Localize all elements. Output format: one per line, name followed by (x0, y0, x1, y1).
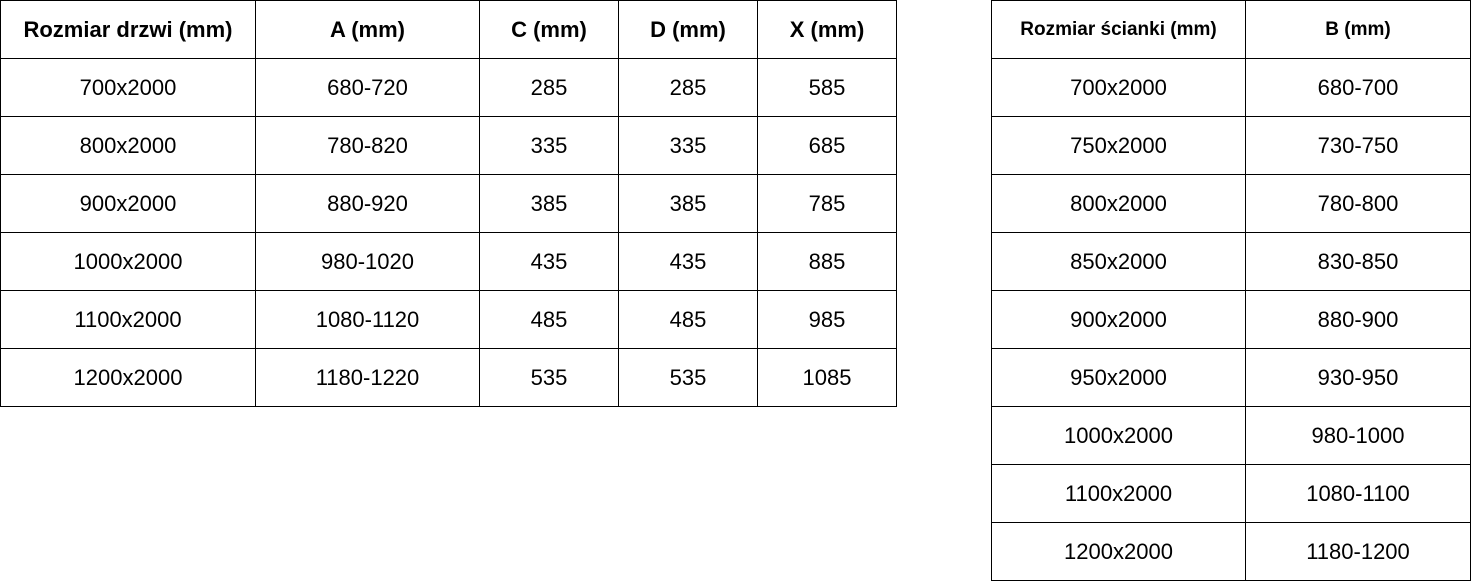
table-row: 1100x2000 1080-1100 (991, 464, 1471, 523)
table-cell: 800x2000 (991, 174, 1246, 233)
table-cell: 1085 (757, 348, 897, 407)
table-row: 850x2000 830-850 (991, 232, 1471, 291)
table-cell: 585 (757, 58, 897, 117)
table-cell: 1200x2000 (0, 348, 256, 407)
table-row: 1200x2000 1180-1200 (991, 522, 1471, 581)
column-header: X (mm) (757, 0, 897, 59)
table-row: 950x2000 930-950 (991, 348, 1471, 407)
table-cell: 1100x2000 (991, 464, 1246, 523)
table-cell: 680-720 (255, 58, 480, 117)
table-cell: 385 (618, 174, 758, 233)
table-cell: 1080-1100 (1245, 464, 1471, 523)
table-cell: 1180-1200 (1245, 522, 1471, 581)
column-header: Rozmiar drzwi (mm) (0, 0, 256, 59)
table-cell: 435 (618, 232, 758, 291)
table-cell: 535 (618, 348, 758, 407)
table-row: 900x2000 880-900 (991, 290, 1471, 349)
table-cell: 980-1020 (255, 232, 480, 291)
table-cell: 535 (479, 348, 619, 407)
table-cell: 780-800 (1245, 174, 1471, 233)
table-cell: 930-950 (1245, 348, 1471, 407)
table-cell: 950x2000 (991, 348, 1246, 407)
table-row: 900x2000 880-920 385 385 785 (0, 174, 897, 233)
table-cell: 780-820 (255, 116, 480, 175)
table-cell: 900x2000 (0, 174, 256, 233)
table-cell: 1000x2000 (0, 232, 256, 291)
table-cell: 1100x2000 (0, 290, 256, 349)
table-cell: 685 (757, 116, 897, 175)
table-row: 750x2000 730-750 (991, 116, 1471, 175)
table-cell: 980-1000 (1245, 406, 1471, 465)
table-cell: 285 (618, 58, 758, 117)
table-cell: 1080-1120 (255, 290, 480, 349)
table-cell: 385 (479, 174, 619, 233)
column-header: D (mm) (618, 0, 758, 59)
header-row: Rozmiar ścianki (mm) B (mm) (991, 0, 1471, 59)
table-cell: 800x2000 (0, 116, 256, 175)
table-row: 1200x2000 1180-1220 535 535 1085 (0, 348, 897, 407)
table-cell: 335 (479, 116, 619, 175)
table-cell: 485 (479, 290, 619, 349)
table-row: 1000x2000 980-1000 (991, 406, 1471, 465)
table-cell: 1000x2000 (991, 406, 1246, 465)
table-cell: 700x2000 (0, 58, 256, 117)
door-dimensions-table: Rozmiar drzwi (mm) A (mm) C (mm) D (mm) X (m… (0, 0, 897, 407)
table-cell: 700x2000 (991, 58, 1246, 117)
header-row: Rozmiar drzwi (mm) A (mm) C (mm) D (mm) X (m… (0, 0, 897, 59)
table-row: 700x2000 680-700 (991, 58, 1471, 117)
table-row: 800x2000 780-820 335 335 685 (0, 116, 897, 175)
table-cell: 985 (757, 290, 897, 349)
table-row: 1100x2000 1080-1120 485 485 985 (0, 290, 897, 349)
table-cell: 285 (479, 58, 619, 117)
table-cell: 880-920 (255, 174, 480, 233)
table-cell: 830-850 (1245, 232, 1471, 291)
table-cell: 485 (618, 290, 758, 349)
table-cell: 680-700 (1245, 58, 1471, 117)
table-cell: 730-750 (1245, 116, 1471, 175)
column-header: C (mm) (479, 0, 619, 59)
table-cell: 435 (479, 232, 619, 291)
table-row: 1000x2000 980-1020 435 435 885 (0, 232, 897, 291)
table-cell: 900x2000 (991, 290, 1246, 349)
table-cell: 1180-1220 (255, 348, 480, 407)
column-header: B (mm) (1245, 0, 1471, 59)
wall-panel-dimensions-table: Rozmiar ścianki (mm) B (mm) 700x2000 680-7… (991, 0, 1471, 581)
column-header: Rozmiar ścianki (mm) (991, 0, 1246, 59)
column-header: A (mm) (255, 0, 480, 59)
table-cell: 1200x2000 (991, 522, 1246, 581)
table-row: 700x2000 680-720 285 285 585 (0, 58, 897, 117)
table-cell: 850x2000 (991, 232, 1246, 291)
table-row: 800x2000 780-800 (991, 174, 1471, 233)
table-cell: 885 (757, 232, 897, 291)
table-cell: 335 (618, 116, 758, 175)
table-cell: 785 (757, 174, 897, 233)
table-cell: 880-900 (1245, 290, 1471, 349)
table-cell: 750x2000 (991, 116, 1246, 175)
